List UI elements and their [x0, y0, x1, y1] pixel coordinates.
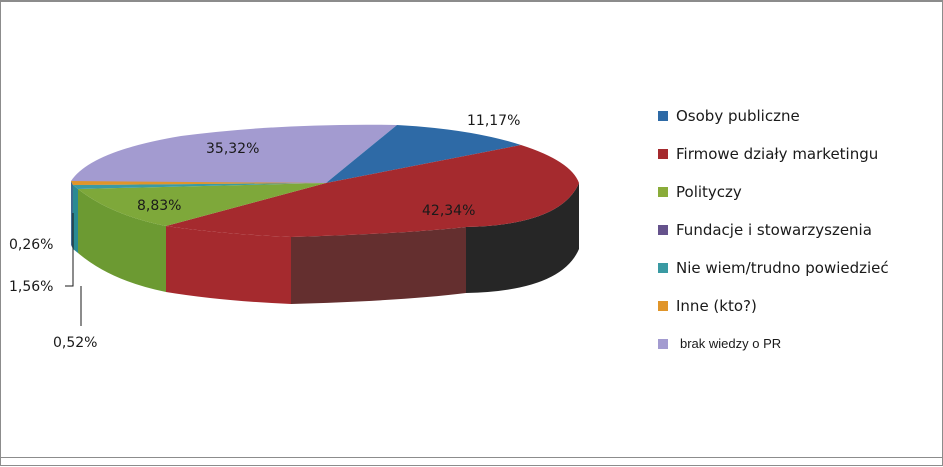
legend-item-brak-wiedzy: brak wiedzy o PR [656, 332, 941, 370]
legend-swatch [658, 111, 668, 121]
legend: Osoby publiczne Firmowe działy marketing… [656, 104, 941, 370]
legend-swatch [658, 301, 668, 311]
legend-label: Osoby publiczne [676, 107, 800, 125]
slice-firmowe [166, 145, 579, 237]
slice-side-firmowe-dark [466, 183, 579, 293]
legend-swatch [658, 339, 668, 349]
data-label-firmowe: 42,34% [422, 203, 475, 219]
legend-swatch [658, 263, 668, 273]
slice-politycy [78, 183, 326, 226]
slice-side-firmowe-front [166, 226, 291, 304]
legend-item-fundacje: Fundacje i stowarzyszenia [656, 218, 941, 256]
legend-swatch [658, 225, 668, 235]
data-label-brak-wiedzy: 35,32% [206, 141, 259, 157]
legend-label: Inne (kto?) [676, 297, 757, 315]
data-label-nie-wiem: 1,56% [9, 279, 53, 295]
slice-side-firmowe-mid [291, 227, 466, 304]
data-label-fundacje: 0,26% [9, 237, 53, 253]
legend-label: Fundacje i stowarzyszenia [676, 221, 872, 239]
slice-osoby-publiczne [326, 125, 521, 183]
legend-label: Polityczy [676, 183, 742, 201]
frame-bottom-rule [1, 457, 942, 458]
data-label-inne: 0,52% [53, 335, 97, 351]
legend-swatch [658, 149, 668, 159]
data-label-osoby-publiczne: 11,17% [467, 113, 520, 129]
legend-item-inne: Inne (kto?) [656, 294, 941, 332]
legend-item-nie-wiem: Nie wiem/trudno powiedzieć [656, 256, 941, 294]
frame-top-rule [1, 1, 942, 2]
legend-label: Nie wiem/trudno powiedzieć [676, 259, 889, 277]
legend-label: brak wiedzy o PR [680, 336, 782, 351]
slice-side-nie-wiem [73, 185, 78, 253]
legend-item-politycy: Polityczy [656, 180, 941, 218]
legend-item-firmowe: Firmowe działy marketingu [656, 142, 941, 180]
legend-label: Firmowe działy marketingu [676, 145, 879, 163]
data-label-politycy: 8,83% [137, 198, 181, 214]
leader-line-nie-wiem [65, 213, 74, 287]
legend-swatch [658, 187, 668, 197]
slice-inne [71, 181, 326, 185]
legend-item-osoby-publiczne: Osoby publiczne [656, 104, 941, 142]
slice-side-politycy [78, 189, 166, 292]
slice-brak-wiedzy [71, 124, 397, 185]
